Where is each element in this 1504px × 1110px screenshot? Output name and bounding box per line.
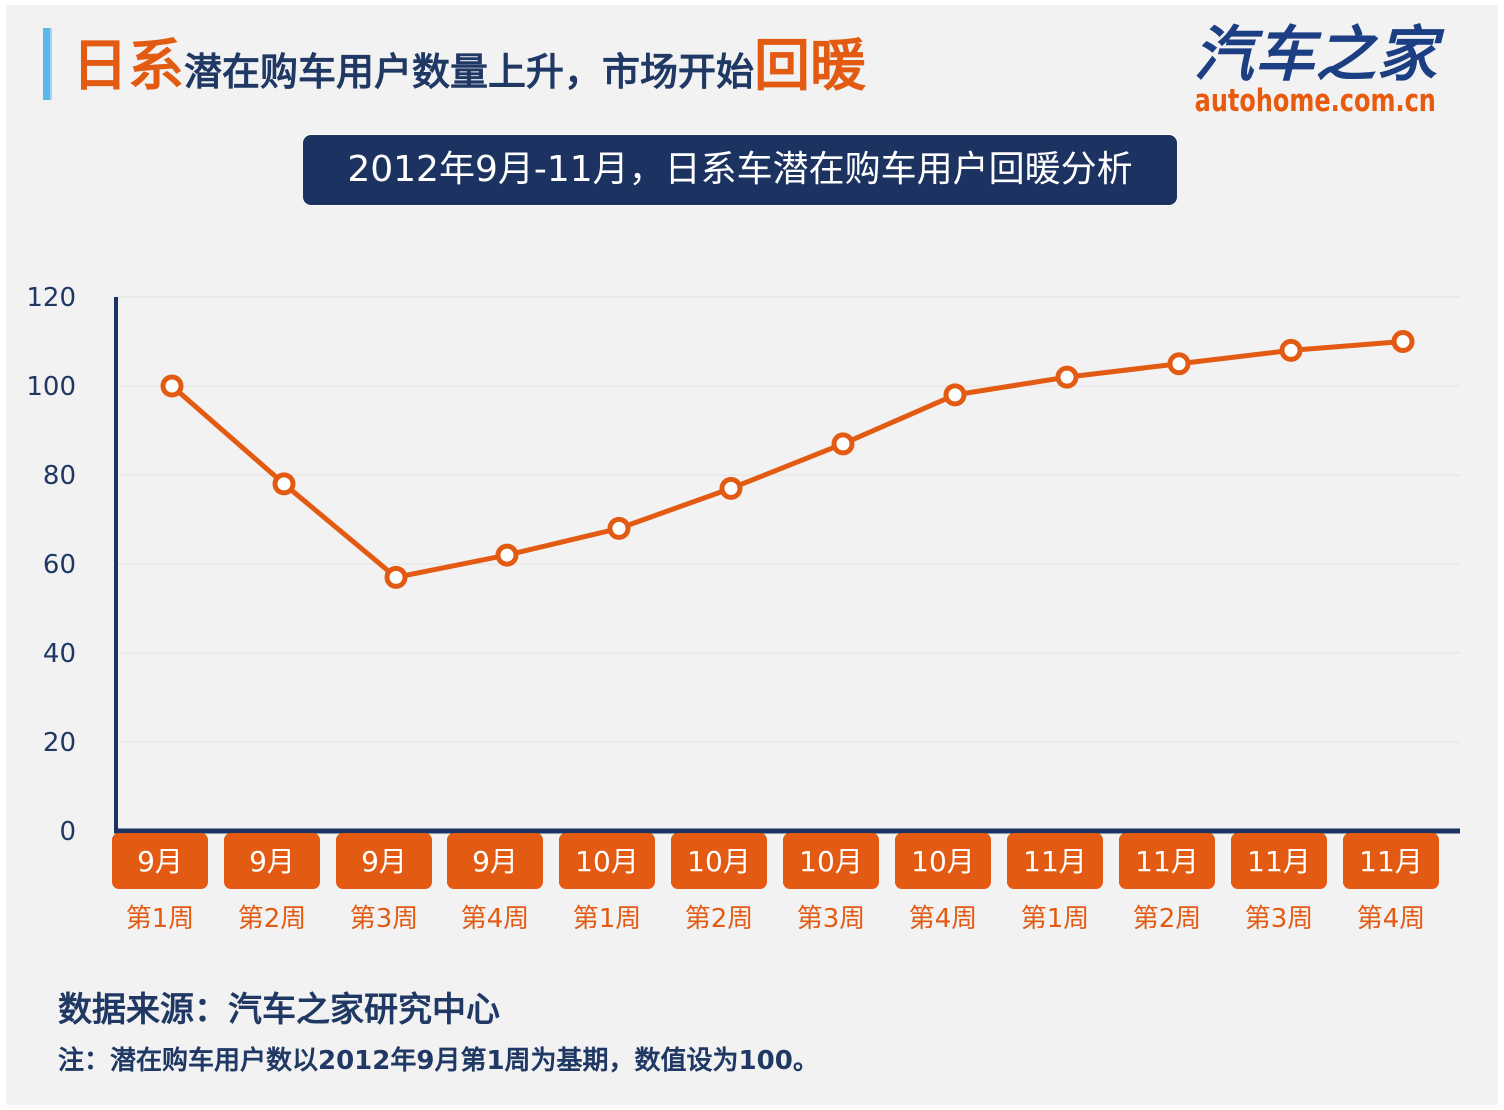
footnote: 注：潜在购车用户数以2012年9月第1周为基期，数值设为100。	[58, 1046, 819, 1076]
data-point	[495, 543, 519, 567]
x-tick-week-label: 第4周	[1357, 904, 1426, 934]
x-tick-month-label: 10月	[799, 845, 863, 878]
month-box	[224, 833, 320, 889]
y-tick-label: 20	[43, 728, 76, 758]
y-axis: 0 20 40 60 80 100 120	[26, 283, 118, 847]
title-accent-bar	[43, 28, 50, 100]
data-point	[719, 476, 743, 500]
month-box	[671, 833, 767, 889]
y-tick-label: 60	[43, 550, 76, 580]
x-tick-month-label: 9月	[472, 845, 518, 878]
x-tick-week-label: 第4周	[461, 904, 530, 934]
x-tick-month-label: 11月	[1023, 845, 1087, 878]
x-tick-week-label: 第1周	[1021, 904, 1090, 934]
x-tick-week-label: 第2周	[685, 904, 754, 934]
x-tick-week-label: 第1周	[573, 904, 642, 934]
data-point	[384, 565, 408, 589]
x-tick-month-label: 9月	[137, 845, 183, 878]
data-point	[831, 432, 855, 456]
x-tick-month-label: 9月	[361, 845, 407, 878]
data-point	[607, 516, 631, 540]
month-box	[559, 833, 655, 889]
y-tick-label: 0	[59, 817, 76, 847]
data-point	[1279, 338, 1303, 362]
x-tick-month-label: 10月	[575, 845, 639, 878]
x-tick-month-label: 10月	[911, 845, 975, 878]
x-tick-week-label: 第3周	[797, 904, 866, 934]
data-point	[1391, 330, 1415, 353]
month-box	[1343, 833, 1439, 889]
data-point	[160, 374, 184, 398]
x-tick-week-label: 第2周	[1133, 904, 1202, 934]
x-tick-month-label: 9月	[249, 845, 295, 878]
month-box	[336, 833, 432, 889]
month-box	[447, 833, 543, 889]
month-box	[1119, 833, 1215, 889]
logo-en: autohome.com.cn	[1195, 83, 1437, 119]
x-tick-month-label: 11月	[1135, 845, 1199, 878]
series-path	[170, 339, 1404, 580]
title-accent-2: 回暖	[754, 34, 867, 99]
logo-cn: 汽车之家	[1193, 20, 1438, 90]
y-tick-label: 120	[26, 283, 76, 313]
x-tick-week-label: 第3周	[350, 904, 419, 934]
chart-subtitle: 2012年9月-11月，日系车潜在购车用户回暖分析	[303, 135, 1177, 205]
x-tick-week-label: 第4周	[909, 904, 978, 934]
page-title: 日系 潜在购车用户数量上升，市场开始 回暖	[72, 30, 866, 100]
data-point	[272, 472, 296, 496]
x-tick-month-label: 10月	[687, 845, 751, 878]
grid-lines	[116, 296, 1460, 743]
x-tick-week-label: 第2周	[238, 904, 307, 934]
month-box	[895, 833, 991, 889]
month-box	[1231, 833, 1327, 889]
data-point	[943, 383, 967, 407]
x-tick-month-label: 11月	[1247, 845, 1311, 878]
month-box	[112, 833, 208, 889]
y-tick-label: 100	[26, 372, 76, 402]
data-point	[1167, 352, 1191, 376]
title-main: 潜在购车用户数量上升，市场开始	[184, 50, 755, 94]
y-tick-label: 80	[43, 461, 76, 491]
x-tick-month-label: 11月	[1359, 845, 1423, 878]
month-box	[1007, 833, 1103, 889]
series-line	[160, 330, 1415, 589]
autohome-logo: 汽车之家 autohome.com.cn	[1175, 20, 1456, 119]
data-source: 数据来源：汽车之家研究中心	[58, 990, 500, 1030]
x-tick-week-label: 第1周	[126, 904, 195, 934]
x-tick-week-label: 第3周	[1245, 904, 1314, 934]
title-accent-1: 日系	[72, 34, 184, 99]
month-box	[783, 833, 879, 889]
y-tick-label: 40	[43, 639, 76, 669]
data-point	[1055, 365, 1079, 389]
